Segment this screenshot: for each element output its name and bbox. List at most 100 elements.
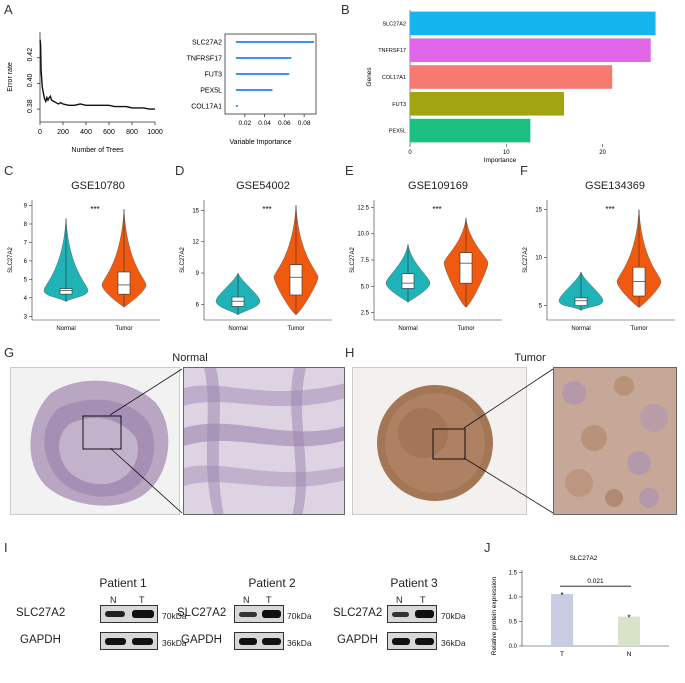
group-label: Tumor bbox=[457, 326, 474, 332]
wb-patient-2-kda-protein: 70kDa bbox=[287, 611, 312, 621]
y-tick-label: 8 bbox=[24, 222, 28, 228]
ihc-normal-title: Normal bbox=[172, 352, 208, 364]
wb-patient-2-protein-label: SLC27A2 bbox=[177, 607, 227, 619]
wb-patient-3-n: N bbox=[396, 595, 403, 605]
wb-patient-1-title: Patient 1 bbox=[99, 576, 147, 590]
group-label: Tumor bbox=[630, 326, 647, 332]
panel-label-f: F bbox=[520, 163, 528, 178]
y-tick-label: 12.5 bbox=[357, 205, 369, 211]
panel-label-h: H bbox=[345, 345, 355, 360]
panel-label-j: J bbox=[484, 540, 491, 555]
wb-patient-3-title: Patient 3 bbox=[390, 576, 438, 590]
wb-patient-3-kda-control: 36kDa bbox=[441, 638, 466, 648]
pvalue-label: 0.021 bbox=[587, 578, 604, 585]
box bbox=[289, 264, 303, 296]
group-label: Normal bbox=[56, 326, 75, 332]
group-label: Normal bbox=[398, 326, 417, 332]
data-point-marker: * bbox=[560, 591, 563, 600]
y-tick-label: 1.5 bbox=[509, 570, 518, 576]
x-tick-label: 0.02 bbox=[238, 120, 251, 127]
wb-patient-2-n: N bbox=[243, 595, 250, 605]
x-tick-label: 200 bbox=[57, 129, 69, 136]
gene-label: COL17A1 bbox=[382, 75, 406, 81]
y-tick-label: 15 bbox=[535, 208, 542, 214]
x-tick-label: 400 bbox=[80, 129, 92, 136]
ihc-tumor-title: Tumor bbox=[514, 352, 546, 364]
y-tick-label: 9 bbox=[196, 271, 200, 277]
panel-label-e: E bbox=[345, 163, 354, 178]
panel-label-d: D bbox=[175, 163, 185, 178]
ihc-normal-zoom bbox=[183, 367, 345, 515]
band bbox=[132, 638, 153, 645]
normal-tissue-core-image bbox=[30, 380, 169, 506]
y-axis-label: SLC27A2 bbox=[8, 246, 14, 272]
wb-patient-3-t: T bbox=[420, 595, 426, 605]
x-tick-label: 600 bbox=[103, 129, 115, 136]
violin-chart-f: 5 10 15 SLC27A2 Normal Tumor *** bbox=[523, 200, 675, 332]
y-tick-label: 7 bbox=[24, 240, 28, 246]
gene-label: FUT3 bbox=[205, 72, 223, 79]
x-tick-label: 800 bbox=[126, 129, 138, 136]
group-label: Tumor bbox=[287, 326, 304, 332]
variable-importance-chart: SLC27A2 TNFRSF17 FUT3 PEX5L COL17A1 0.02 0.04 0… bbox=[187, 33, 317, 146]
wb-patient-2-control-blot bbox=[234, 632, 284, 650]
violin-chart-e: 2.5 5.0 7.5 10.0 12.5 SLC27A2 Normal Tumor *** bbox=[350, 200, 502, 332]
gene-label: TNFRSF17 bbox=[378, 48, 406, 54]
violin-chart-d: 6 9 12 15 SLC27A2 Normal Tumor *** bbox=[180, 200, 332, 332]
x-tick-label: 0 bbox=[408, 150, 412, 156]
wb-patient-1-t: T bbox=[139, 595, 145, 605]
y-tick-label: 9 bbox=[24, 204, 28, 210]
y-tick-label: 5 bbox=[24, 277, 28, 283]
wb-patient-1-control-blot bbox=[100, 632, 158, 650]
tumor-tissue-zoom-image bbox=[554, 368, 676, 514]
plot-frame bbox=[224, 33, 317, 115]
y-tick-label: 0.38 bbox=[27, 99, 34, 113]
y-tick-label: 6 bbox=[24, 259, 28, 265]
gse-title-c: GSE10780 bbox=[71, 180, 125, 192]
y-tick-label: 0.42 bbox=[27, 48, 34, 62]
y-axis-label: Relative protein expression bbox=[491, 576, 498, 655]
box bbox=[117, 271, 131, 295]
wb-patient-1-n: N bbox=[110, 595, 117, 605]
x-tick-label: 10 bbox=[503, 150, 510, 156]
y-tick-label: 5.0 bbox=[361, 284, 370, 290]
y-axis-label: Error rate bbox=[7, 62, 14, 92]
panel-label-c: C bbox=[4, 163, 14, 178]
data-point-marker: * bbox=[627, 614, 630, 623]
wb-patient-2-control-label: GAPDH bbox=[181, 634, 222, 646]
y-tick-label: 3 bbox=[24, 314, 28, 320]
panel-label-i: I bbox=[4, 540, 8, 555]
category-label: T bbox=[560, 651, 564, 658]
group-label: Tumor bbox=[115, 326, 132, 332]
violin-chart-c: 3 4 5 6 7 8 9 SLC27A2 Normal Tumor *** bbox=[8, 200, 160, 332]
gene-label: FUT3 bbox=[392, 102, 406, 108]
gene-importance-bar-chart: SLC27A2 TNFRSF17 COL17A1 FUT3 PEX5L 0 10 20 Impo… bbox=[366, 10, 656, 164]
wb-patient-1-kda-protein: 70kDa bbox=[162, 611, 187, 621]
zoom-lines-tumor bbox=[463, 368, 554, 514]
band bbox=[239, 612, 257, 617]
band bbox=[105, 611, 125, 617]
band bbox=[239, 638, 257, 645]
significance-label: *** bbox=[262, 205, 271, 214]
error-rate-line bbox=[39, 39, 155, 110]
gene-label: SLC27A2 bbox=[192, 40, 222, 47]
y-tick-label: 2.5 bbox=[361, 311, 370, 317]
y-tick-label: 5 bbox=[539, 304, 543, 310]
wb-patient-3-protein-blot bbox=[387, 605, 437, 623]
wb-patient-3-control-blot bbox=[387, 632, 437, 650]
gene-label: PEX5L bbox=[200, 88, 222, 95]
normal-tissue-zoom-image bbox=[184, 368, 344, 514]
band bbox=[132, 610, 154, 618]
box bbox=[574, 297, 588, 306]
gene-label: PEX5L bbox=[389, 129, 406, 135]
gene-label: SLC27A2 bbox=[382, 21, 406, 27]
wb-patient-2-protein-blot bbox=[234, 605, 284, 623]
y-axis-label: SLC27A2 bbox=[350, 246, 356, 272]
importance-bar bbox=[410, 118, 531, 143]
importance-bar bbox=[410, 38, 651, 62]
y-tick-label: 10 bbox=[535, 256, 542, 262]
band bbox=[415, 610, 434, 618]
x-axis-label: Variable Importance bbox=[229, 139, 291, 146]
y-tick-label: 0.5 bbox=[509, 619, 518, 625]
significance-label: *** bbox=[605, 205, 614, 214]
